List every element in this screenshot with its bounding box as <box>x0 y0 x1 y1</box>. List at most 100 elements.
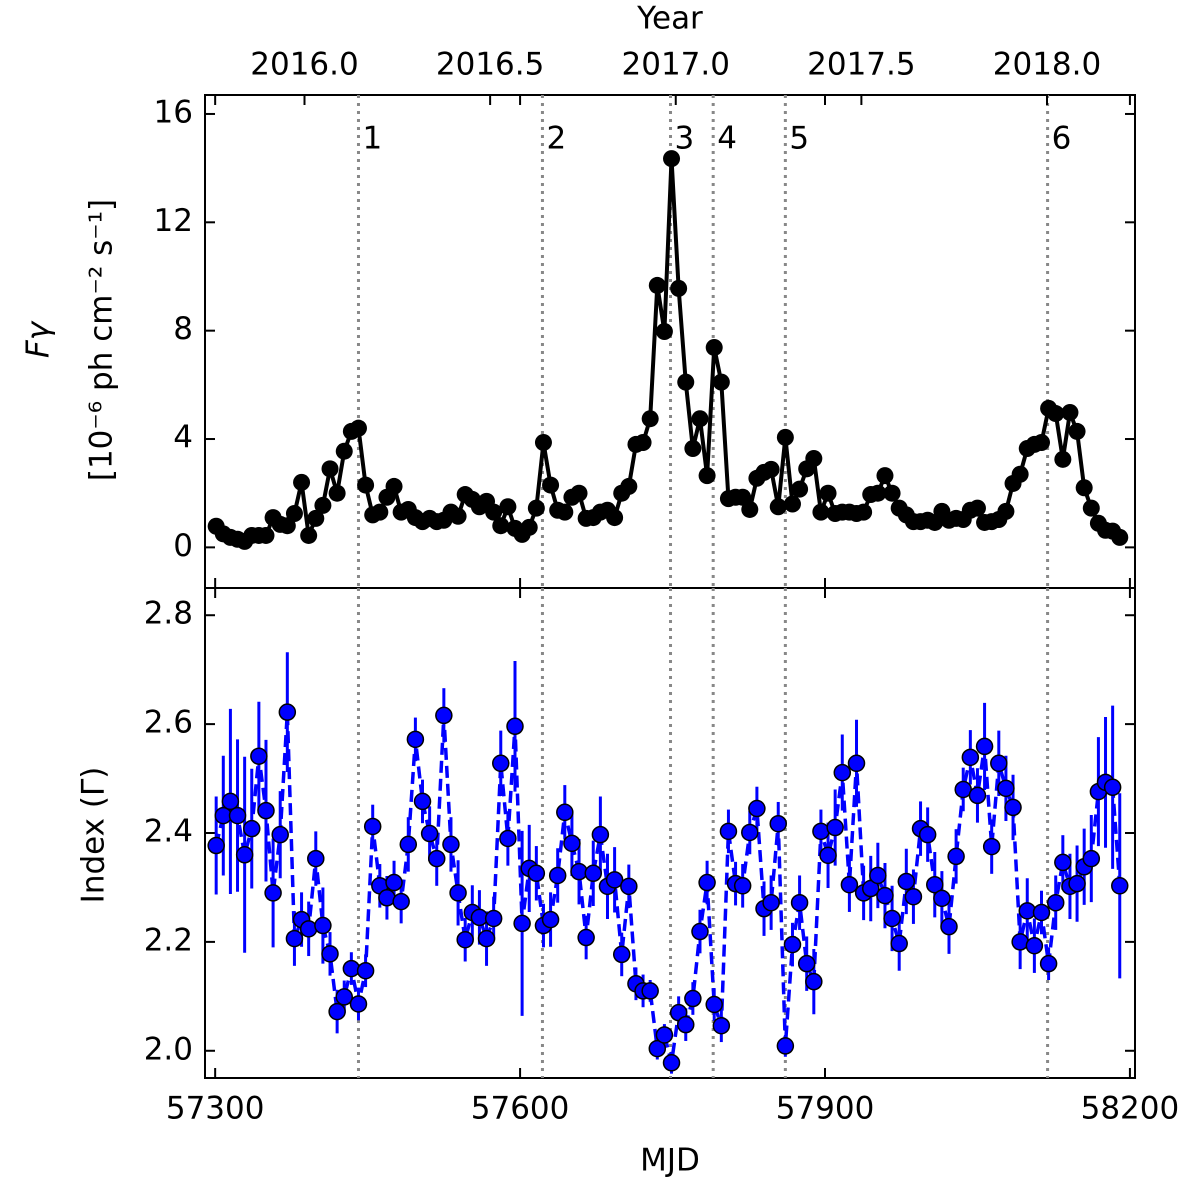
data-point <box>883 909 901 928</box>
data-point <box>705 995 723 1014</box>
y-tick-label: 16 <box>154 94 193 130</box>
y-axis-label: Index (Γ) <box>76 767 112 904</box>
data-point <box>556 803 574 822</box>
data-point <box>982 837 1001 856</box>
y-tick-label: 0 <box>173 528 193 564</box>
data-point <box>819 846 837 865</box>
data-point <box>769 498 787 516</box>
data-point <box>833 763 852 782</box>
data-point <box>997 502 1015 520</box>
data-point <box>314 916 332 935</box>
data-point <box>684 439 702 457</box>
data-point <box>371 503 389 521</box>
data-point <box>420 824 439 843</box>
data-point <box>449 884 467 902</box>
data-point <box>890 934 908 953</box>
data-point <box>513 914 531 933</box>
data-point <box>349 995 368 1013</box>
data-point <box>641 982 659 1000</box>
data-point <box>548 866 567 885</box>
data-point <box>805 450 823 468</box>
event-label: 1 <box>362 121 382 157</box>
data-point <box>328 484 346 502</box>
data-point <box>385 873 403 892</box>
data-point <box>940 917 958 936</box>
y-tick-label: 2.4 <box>144 814 193 850</box>
data-point <box>221 792 240 811</box>
data-point <box>926 875 944 894</box>
data-point <box>1075 479 1093 497</box>
data-point <box>563 834 581 853</box>
data-point <box>1054 450 1072 468</box>
data-point <box>285 929 304 948</box>
data-point <box>278 703 297 721</box>
y-tick-label: 12 <box>154 203 193 239</box>
data-point <box>442 835 460 854</box>
data-point <box>307 509 325 527</box>
data-point <box>527 864 546 883</box>
data-point <box>677 373 695 391</box>
data-point <box>492 754 510 773</box>
data-point <box>812 503 830 521</box>
data-point <box>1068 422 1086 440</box>
x2-tick-label: 2017.0 <box>622 47 730 83</box>
y-tick-label: 2.0 <box>144 1031 193 1067</box>
data-point <box>591 825 610 844</box>
data-point <box>307 849 325 868</box>
data-point <box>506 717 524 736</box>
data-point <box>762 893 780 912</box>
data-point <box>1111 877 1129 895</box>
data-point <box>335 988 353 1006</box>
data-point <box>314 496 332 514</box>
data-point <box>520 518 538 536</box>
data-point <box>1011 933 1029 951</box>
data-point <box>1032 434 1050 452</box>
data-point <box>968 786 987 805</box>
x2-tick-label: 2017.5 <box>807 47 915 83</box>
data-point <box>477 929 496 948</box>
data-point <box>691 922 709 941</box>
data-point <box>748 799 766 818</box>
data-point <box>855 503 873 521</box>
data-point <box>399 835 418 854</box>
data-point <box>677 1015 695 1034</box>
data-point <box>997 779 1015 798</box>
data-point <box>606 509 624 527</box>
x-tick-label: 57600 <box>471 1091 570 1127</box>
data-line <box>214 712 1122 1064</box>
data-point <box>1018 902 1037 920</box>
data-point <box>250 747 268 765</box>
data-point <box>534 434 552 452</box>
data-point <box>527 499 545 517</box>
x-tick-label: 57900 <box>776 1091 875 1127</box>
data-point <box>705 338 723 356</box>
data-point <box>556 503 574 521</box>
data-point <box>990 754 1008 773</box>
data-point <box>484 909 503 928</box>
data-point <box>299 920 318 938</box>
data-point <box>385 477 403 495</box>
data-point <box>207 836 225 855</box>
data-point <box>321 460 339 478</box>
data-point <box>691 410 709 428</box>
data-point <box>499 829 517 848</box>
data-point <box>342 959 361 978</box>
data-point <box>435 706 453 725</box>
data-point <box>620 477 638 495</box>
data-point <box>570 484 588 502</box>
data-point <box>1039 954 1058 973</box>
data-point <box>485 503 503 521</box>
top-axis-label: Year <box>636 1 703 37</box>
y-tick-label: 2.8 <box>144 596 193 632</box>
data-point <box>1047 405 1065 423</box>
data-point <box>541 910 560 929</box>
data-point <box>634 434 652 452</box>
data-point <box>662 1054 681 1072</box>
data-point <box>335 442 353 460</box>
data-point <box>577 928 595 947</box>
data-point <box>876 467 894 485</box>
data-point <box>363 817 382 836</box>
data-point <box>769 814 787 833</box>
data-point <box>264 884 282 902</box>
